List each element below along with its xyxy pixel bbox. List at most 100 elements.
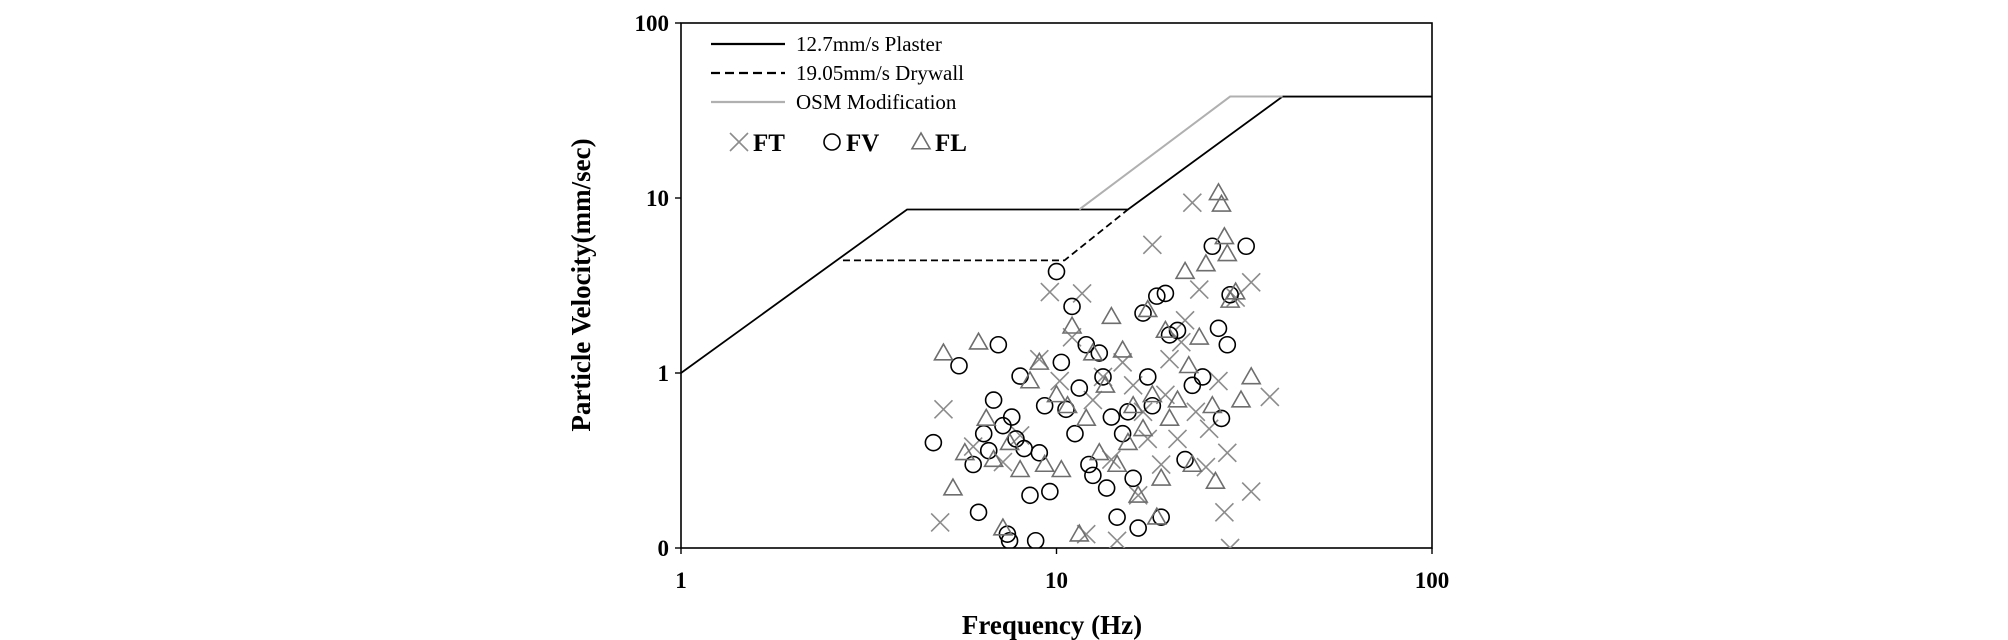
legend: 12.7mm/s Plaster 19.05mm/s Drywall OSM Mod… bbox=[711, 32, 967, 157]
data-point-ft bbox=[933, 399, 954, 419]
data-point-fl bbox=[1082, 342, 1104, 361]
data-point-fl bbox=[1046, 384, 1067, 403]
data-point-fl bbox=[1181, 453, 1203, 473]
data-point-fv bbox=[1143, 396, 1162, 415]
data-point-fl bbox=[1137, 299, 1159, 318]
data-point-fv bbox=[1047, 262, 1066, 281]
data-point-fv bbox=[1203, 237, 1222, 256]
data-point-fv bbox=[1221, 285, 1239, 304]
data-point-fl bbox=[1150, 467, 1172, 486]
series-fl bbox=[933, 182, 1262, 542]
data-point-fv bbox=[989, 335, 1008, 354]
data-point-fl bbox=[992, 517, 1014, 536]
data-point-fl bbox=[1117, 432, 1139, 451]
data-point-fl bbox=[1188, 326, 1210, 345]
data-point-fv bbox=[1138, 368, 1157, 386]
data-point-ft bbox=[1133, 402, 1153, 422]
data-point-fv bbox=[1052, 353, 1071, 372]
data-point-fv bbox=[1134, 304, 1152, 322]
data-point-fv bbox=[1090, 344, 1109, 362]
data-point-fl bbox=[968, 331, 989, 350]
data-point-ft bbox=[1241, 482, 1261, 502]
data-point-ft bbox=[1220, 538, 1240, 548]
series-fv bbox=[924, 237, 1255, 548]
y-axis-title: Particle Velocity(mm/sec) bbox=[566, 138, 596, 431]
data-point-fl bbox=[1095, 374, 1116, 393]
x-axis-title: Frequency (Hz) bbox=[962, 610, 1142, 640]
data-point-fl bbox=[933, 342, 954, 361]
y-tick-label: 0 bbox=[658, 536, 670, 561]
threshold-lines-layer bbox=[681, 95, 1432, 374]
data-point-fv bbox=[1030, 443, 1049, 462]
data-point-fl bbox=[1112, 339, 1134, 358]
y-tick-label: 100 bbox=[635, 11, 670, 36]
data-point-fv bbox=[969, 503, 988, 522]
legend-line-label: 19.05mm/s Drywall bbox=[796, 61, 964, 85]
data-point-fv bbox=[1193, 368, 1212, 386]
legend-marker-label: FL bbox=[935, 130, 967, 157]
data-point-fl bbox=[1141, 384, 1163, 403]
data-point-fl bbox=[1230, 389, 1252, 408]
data-point-ft bbox=[1186, 402, 1206, 422]
data-point-fl bbox=[1195, 253, 1217, 272]
x-tick-label: 100 bbox=[1415, 568, 1450, 593]
data-point-fv bbox=[1156, 284, 1175, 303]
data-point-ft bbox=[1159, 349, 1180, 369]
data-point-fl bbox=[999, 432, 1020, 451]
data-point-fv bbox=[1108, 508, 1126, 526]
data-point-fl bbox=[1216, 243, 1238, 262]
data-point-ft bbox=[1138, 429, 1158, 449]
data-point-fv bbox=[1148, 287, 1166, 305]
data-point-fl bbox=[1028, 351, 1050, 370]
data-point-fv bbox=[924, 433, 943, 452]
data-point-fl bbox=[942, 477, 964, 496]
data-point-fv bbox=[1102, 408, 1121, 426]
data-point-fl bbox=[1159, 407, 1180, 426]
data-point-fl bbox=[1088, 442, 1110, 461]
data-point-ft bbox=[1189, 279, 1209, 300]
data-point-fl bbox=[1240, 366, 1262, 385]
data-point-fl bbox=[1100, 305, 1122, 325]
data-point-fv bbox=[1063, 297, 1081, 316]
data-point-fl bbox=[1009, 459, 1031, 478]
data-point-fv bbox=[1041, 482, 1059, 501]
data-point-ft bbox=[1196, 457, 1216, 477]
data-point-fv bbox=[1152, 508, 1170, 526]
data-point-ft bbox=[930, 512, 950, 532]
data-point-fv bbox=[1070, 379, 1089, 397]
data-point-fl bbox=[1061, 315, 1083, 334]
data-point-fv bbox=[1212, 409, 1231, 428]
data-point-fl bbox=[1214, 226, 1235, 245]
data-point-ft bbox=[1151, 454, 1171, 475]
data-point-fv bbox=[1168, 321, 1187, 340]
data-point-fl bbox=[1050, 459, 1072, 478]
data-point-fv bbox=[1218, 335, 1237, 354]
data-point-fv bbox=[1035, 396, 1054, 415]
data-point-fv bbox=[1066, 424, 1084, 443]
data-point-fv bbox=[1000, 531, 1019, 548]
data-point-fl bbox=[1127, 484, 1149, 503]
data-point-fl bbox=[1122, 395, 1144, 414]
data-point-ft bbox=[1083, 390, 1103, 410]
legend-marker-label: FT bbox=[753, 130, 785, 157]
y-tick-label: 10 bbox=[646, 186, 669, 211]
data-point-fv bbox=[964, 455, 982, 474]
data-point-fv bbox=[1002, 408, 1021, 426]
data-point-fv bbox=[1080, 455, 1098, 474]
data-point-fl bbox=[1106, 453, 1128, 473]
data-point-fl bbox=[1075, 407, 1097, 426]
legend-line-label: OSM Modification bbox=[796, 90, 957, 114]
data-point-ft bbox=[1050, 371, 1070, 391]
data-point-ft bbox=[1107, 531, 1127, 548]
data-point-fv bbox=[1097, 479, 1116, 497]
data-point-ft bbox=[1208, 371, 1229, 391]
data-point-fl bbox=[1205, 470, 1226, 490]
marks-layer bbox=[924, 182, 1280, 548]
data-point-fl bbox=[1178, 355, 1200, 374]
data-point-fv bbox=[1209, 319, 1228, 338]
data-point-fl bbox=[1211, 193, 1232, 212]
data-point-ft bbox=[1142, 235, 1162, 255]
legend-marker-ft bbox=[729, 132, 749, 152]
